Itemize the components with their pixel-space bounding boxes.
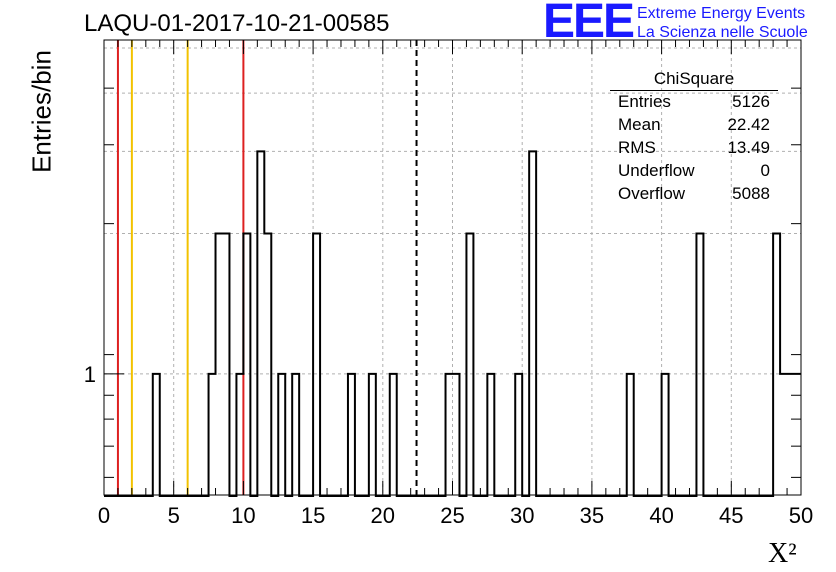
stats-value: 5088 (732, 184, 770, 203)
histogram-bin (216, 234, 223, 495)
histogram-bin (515, 374, 522, 495)
histogram-bin (529, 151, 536, 495)
x-tick-label: 0 (98, 503, 110, 528)
histogram-bin (390, 374, 397, 495)
stats-label: Overflow (618, 184, 686, 203)
x-tick-label: 15 (301, 503, 325, 528)
stats-box: ChiSquare Entries 5126 Mean 22.42 RMS 13… (610, 68, 778, 208)
histogram-bin (243, 234, 250, 495)
logo-line-2: La Scienza nelle Scuole (637, 24, 808, 41)
stats-value: 0 (760, 161, 770, 180)
histogram-bin (292, 374, 299, 495)
histogram-bin (453, 374, 460, 495)
x-tick-label: 5 (168, 503, 180, 528)
x-axis-label: X² (768, 538, 797, 569)
x-tick-label: 25 (440, 503, 464, 528)
histogram-bin (257, 151, 264, 495)
stats-label: RMS (618, 138, 656, 157)
stats-divider (610, 90, 778, 91)
stats-label: Mean (618, 115, 661, 134)
x-tick-label: 35 (580, 503, 604, 528)
histogram-bin (787, 374, 794, 495)
stats-row-mean: Mean 22.42 (618, 115, 770, 137)
x-tick-label: 40 (649, 503, 673, 528)
stats-row-overflow: Overflow 5088 (618, 184, 770, 206)
logo-line-1: Extreme Energy Events (637, 5, 806, 22)
histogram-bin (662, 374, 669, 495)
stats-value: 5126 (732, 92, 770, 111)
histogram-bin (236, 374, 243, 495)
eee-logo: EEE (543, 0, 635, 48)
run-title: LAQU-01-2017-10-21-00585 (84, 10, 390, 37)
histogram-bin (264, 234, 271, 495)
histogram-bin (466, 234, 473, 495)
histogram-bin (773, 234, 780, 495)
stats-label: Entries (618, 92, 671, 111)
histogram-bin (487, 374, 494, 495)
y-axis-label: Entries/bin (26, 50, 57, 173)
histogram-outline (104, 150, 801, 497)
stats-row-underflow: Underflow 0 (618, 161, 770, 183)
x-tick-label: 30 (510, 503, 534, 528)
stats-row-entries: Entries 5126 (618, 92, 770, 114)
histogram-bin (348, 374, 355, 495)
histogram-bin (209, 374, 216, 495)
y-tick-label: 1 (84, 362, 96, 387)
histogram-bin (313, 234, 320, 495)
stats-value: 13.49 (727, 138, 770, 157)
histogram-bin (278, 374, 285, 495)
histogram-bin (153, 374, 160, 495)
histogram-bin (627, 374, 634, 495)
x-tick-label: 10 (231, 503, 255, 528)
stats-value: 22.42 (727, 115, 770, 134)
x-tick-label: 45 (719, 503, 743, 528)
stats-title: ChiSquare (653, 69, 735, 88)
stats-row-rms: RMS 13.49 (618, 138, 770, 160)
histogram-bin (369, 374, 376, 495)
x-tick-label: 50 (789, 503, 813, 528)
histogram-bin (222, 234, 229, 495)
histogram-bin (446, 374, 453, 495)
histogram-bin (794, 374, 801, 495)
histogram-bin (780, 374, 787, 495)
stats-label: Underflow (618, 161, 695, 180)
histogram-bin (696, 234, 703, 495)
x-tick-label: 20 (371, 503, 395, 528)
